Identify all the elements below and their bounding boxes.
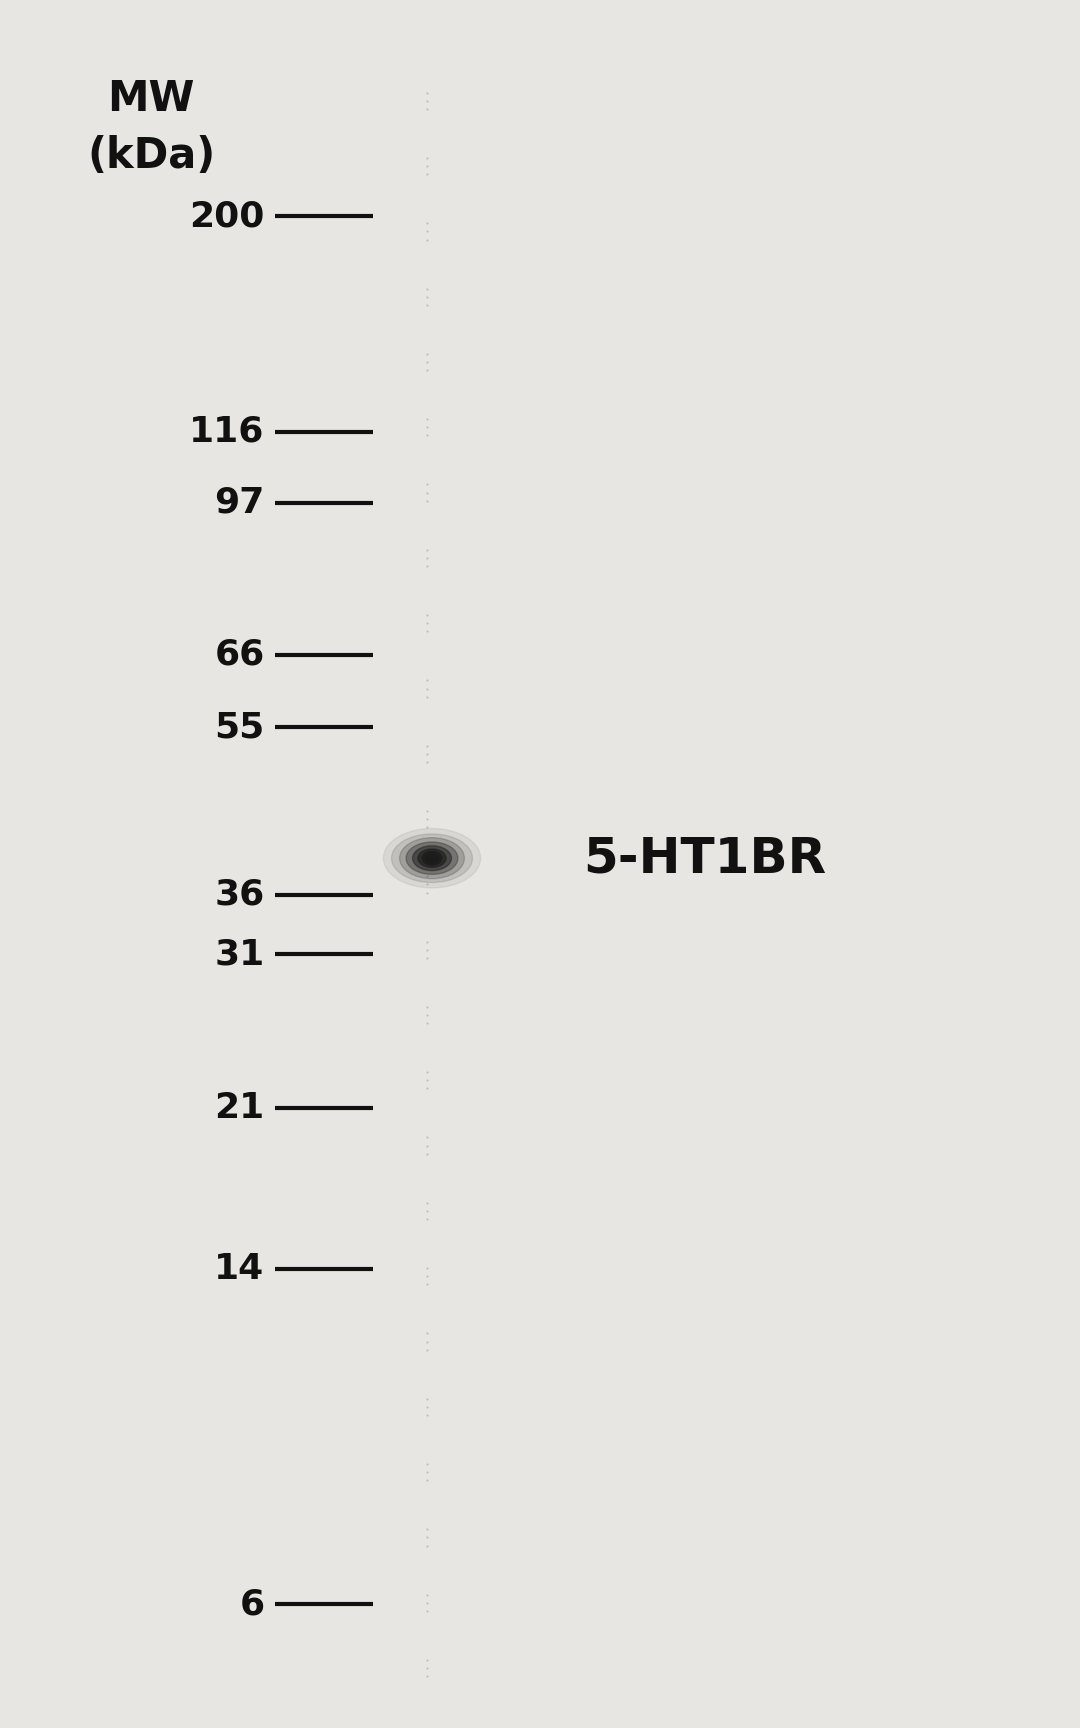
Text: (kDa): (kDa) [87,135,215,176]
Ellipse shape [426,854,438,862]
Text: 5-HT1BR: 5-HT1BR [583,835,826,883]
Ellipse shape [406,842,458,874]
Text: 200: 200 [189,199,265,233]
Ellipse shape [391,835,473,883]
Text: 116: 116 [189,415,265,449]
Text: 36: 36 [214,878,265,912]
Ellipse shape [383,828,481,888]
Ellipse shape [428,855,435,862]
Ellipse shape [400,838,464,880]
Text: 97: 97 [214,486,265,520]
Text: 6: 6 [240,1588,265,1621]
Ellipse shape [413,845,451,871]
Text: 14: 14 [214,1251,265,1286]
Text: 21: 21 [214,1092,265,1125]
Ellipse shape [418,848,446,867]
Text: 55: 55 [214,710,265,745]
Ellipse shape [422,852,442,866]
Text: 31: 31 [214,937,265,971]
Text: MW: MW [108,78,194,119]
Text: 66: 66 [214,638,265,672]
